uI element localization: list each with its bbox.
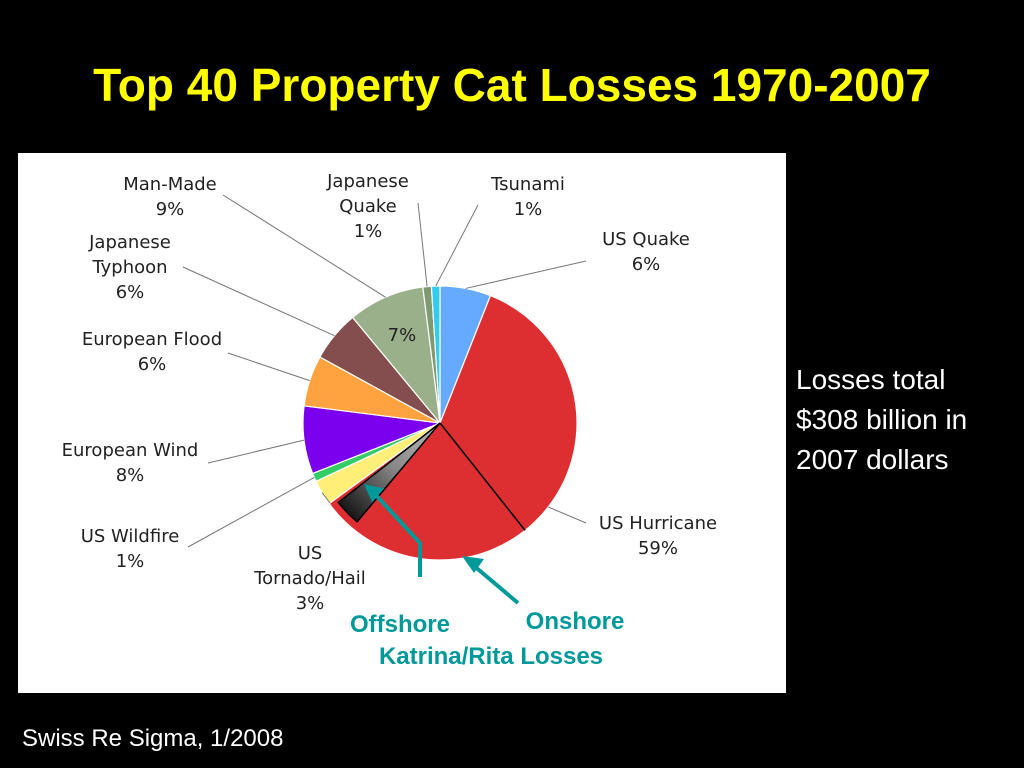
slice-label-japanese-quake-line-3: 1% (354, 221, 383, 242)
onshore-arrowhead (462, 556, 484, 573)
slice-label-us-tornado-hail-line-2: Tornado/Hail (253, 568, 366, 589)
annotation-katrina-rita: Katrina/Rita Losses (379, 643, 603, 670)
slice-label-japanese-typhoon-line-1: Japanese (88, 232, 171, 253)
slice-label-man-made-line-1: Man-Made (123, 174, 217, 195)
slice-label-man-made-line-2: 9% (156, 199, 185, 220)
onshore-arrow-line (471, 563, 520, 605)
leader-line-man-made (222, 194, 386, 298)
leader-line-japanese-typhoon (182, 266, 335, 337)
leader-line-us-wildfire (187, 476, 315, 548)
pie-slice-offshore-katrina-rita (337, 422, 441, 523)
note-line-2: $308 billion in (796, 404, 968, 435)
slice-label-japanese-quake-line-2: Quake (339, 196, 396, 217)
pie-chart: US Quake 6% US Hurricane 59% US Tornado/Hail 3… (62, 171, 717, 670)
slice-label-japanese-quake-line-1: Japanese (326, 171, 409, 192)
slice-label-tsunami-line-1: Tsunami (490, 174, 565, 195)
offshore-arrowhead (364, 484, 385, 503)
pie-slice-us-hurricane (328, 294, 578, 561)
slice-label-japanese-typhoon-line-2: Typhoon (91, 257, 167, 278)
leader-line-us-tornado-hail (321, 492, 331, 504)
slice-label-us-hurricane-line-2: 59% (638, 538, 678, 559)
slice-label-us-hurricane-line-1: US Hurricane (599, 513, 717, 534)
slice-label-us-wildfire-line-2: 1% (116, 551, 145, 572)
slice-label-us-tornado-hail-line-1: US (298, 543, 323, 564)
leader-line-us-hurricane (548, 506, 587, 524)
note-line-3: 2007 dollars (796, 444, 949, 475)
slice-label-tsunami-line-2: 1% (514, 199, 543, 220)
slide-title: Top 40 Property Cat Losses 1970-2007 (93, 59, 931, 111)
slice-label-us-quake-line-1: US Quake (602, 229, 690, 250)
slice-label-us-quake-line-2: 6% (632, 254, 661, 275)
leader-line-tsunami (435, 204, 479, 287)
slice-label-european-wind-line-2: 8% (116, 465, 145, 486)
hurricane-split-line (439, 422, 526, 531)
note-line-1: Losses total (796, 364, 946, 395)
offshore-arrow-line (373, 493, 422, 577)
source-citation: Swiss Re Sigma, 1/2008 (22, 725, 284, 752)
annotation-onshore: Onshore (526, 608, 625, 635)
leader-line-european-wind (207, 439, 305, 464)
slice-label-european-flood-line-1: European Flood (82, 329, 222, 350)
slice-label-european-flood-line-2: 6% (138, 354, 167, 375)
slice-label-us-wildfire-line-1: US Wildfire (81, 526, 180, 547)
slice-label-japanese-typhoon-line-3: 6% (116, 282, 145, 303)
chart-panel: US Quake 6% US Hurricane 59% US Tornado/Hail 3… (18, 153, 786, 693)
slice-label-us-tornado-hail-line-3: 3% (296, 593, 325, 614)
annotation-offshore: Offshore (350, 611, 450, 638)
slice-inner-label: 7% (388, 325, 417, 346)
leader-line-us-quake (465, 260, 587, 289)
losses-total-note: Losses total $308 billion in 2007 dollar… (796, 360, 1021, 480)
leader-line-european-flood (227, 352, 310, 382)
slice-label-european-wind-line-1: European Wind (62, 440, 199, 461)
leader-line-japanese-quake (417, 202, 428, 287)
